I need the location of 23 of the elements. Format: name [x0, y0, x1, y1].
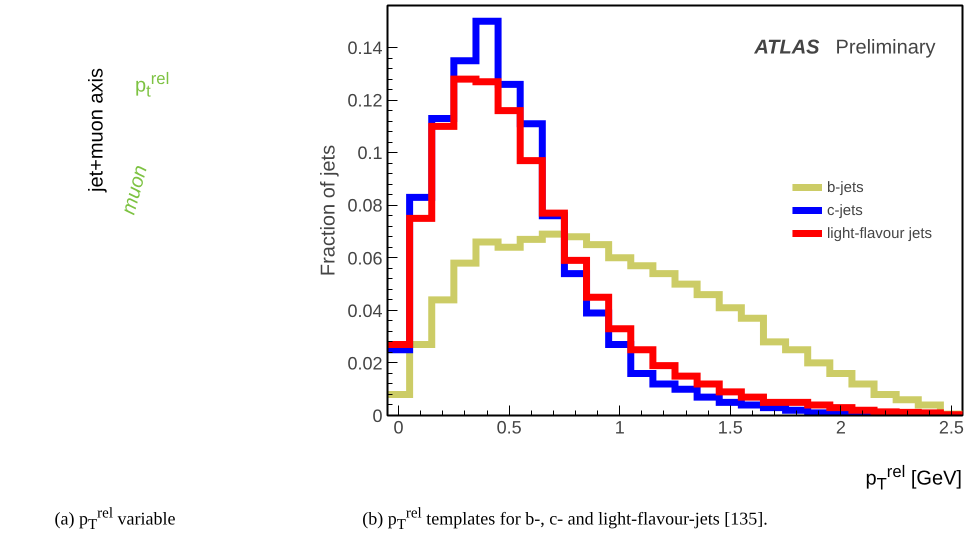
x-tick-label: 2 — [836, 418, 846, 438]
annotation: ATLAS Preliminary — [753, 36, 936, 58]
y-tick-label: 0.1 — [357, 143, 383, 164]
y-tick-label: 0.08 — [347, 196, 383, 216]
legend-label: b-jets — [826, 178, 864, 196]
y-tick-label: 0.02 — [347, 353, 383, 374]
y-tick-label: 0.14 — [347, 38, 383, 58]
x-tick-label: 0 — [394, 418, 404, 438]
text: muon — [116, 162, 153, 218]
y-axis-title: Fraction of jets — [317, 144, 340, 276]
text: (a) p$_{T}$$^{rel}$ variable — [54, 504, 176, 536]
legend-label: light-flavour jets — [826, 224, 932, 242]
text: jet+muon axis — [84, 68, 109, 192]
legend-label: c-jets — [826, 202, 863, 218]
text: (b) p$_{T}$$^{rel}$ templates for b-, c- and light-flavour-jets [135]. — [362, 504, 768, 536]
y-tick-label: 0.12 — [347, 90, 383, 111]
y-tick-label: 0.04 — [347, 300, 383, 321]
y-tick-label: 0.06 — [347, 248, 383, 268]
x-tick-label: 2.5 — [938, 418, 964, 438]
x-tick-label: 1 — [614, 418, 625, 438]
x-tick-label: 0.5 — [496, 418, 522, 438]
x-axis-title: p$_{T}$$^{rel}$ [GeV] — [865, 460, 962, 496]
x-tick-label: 1.5 — [718, 418, 743, 438]
